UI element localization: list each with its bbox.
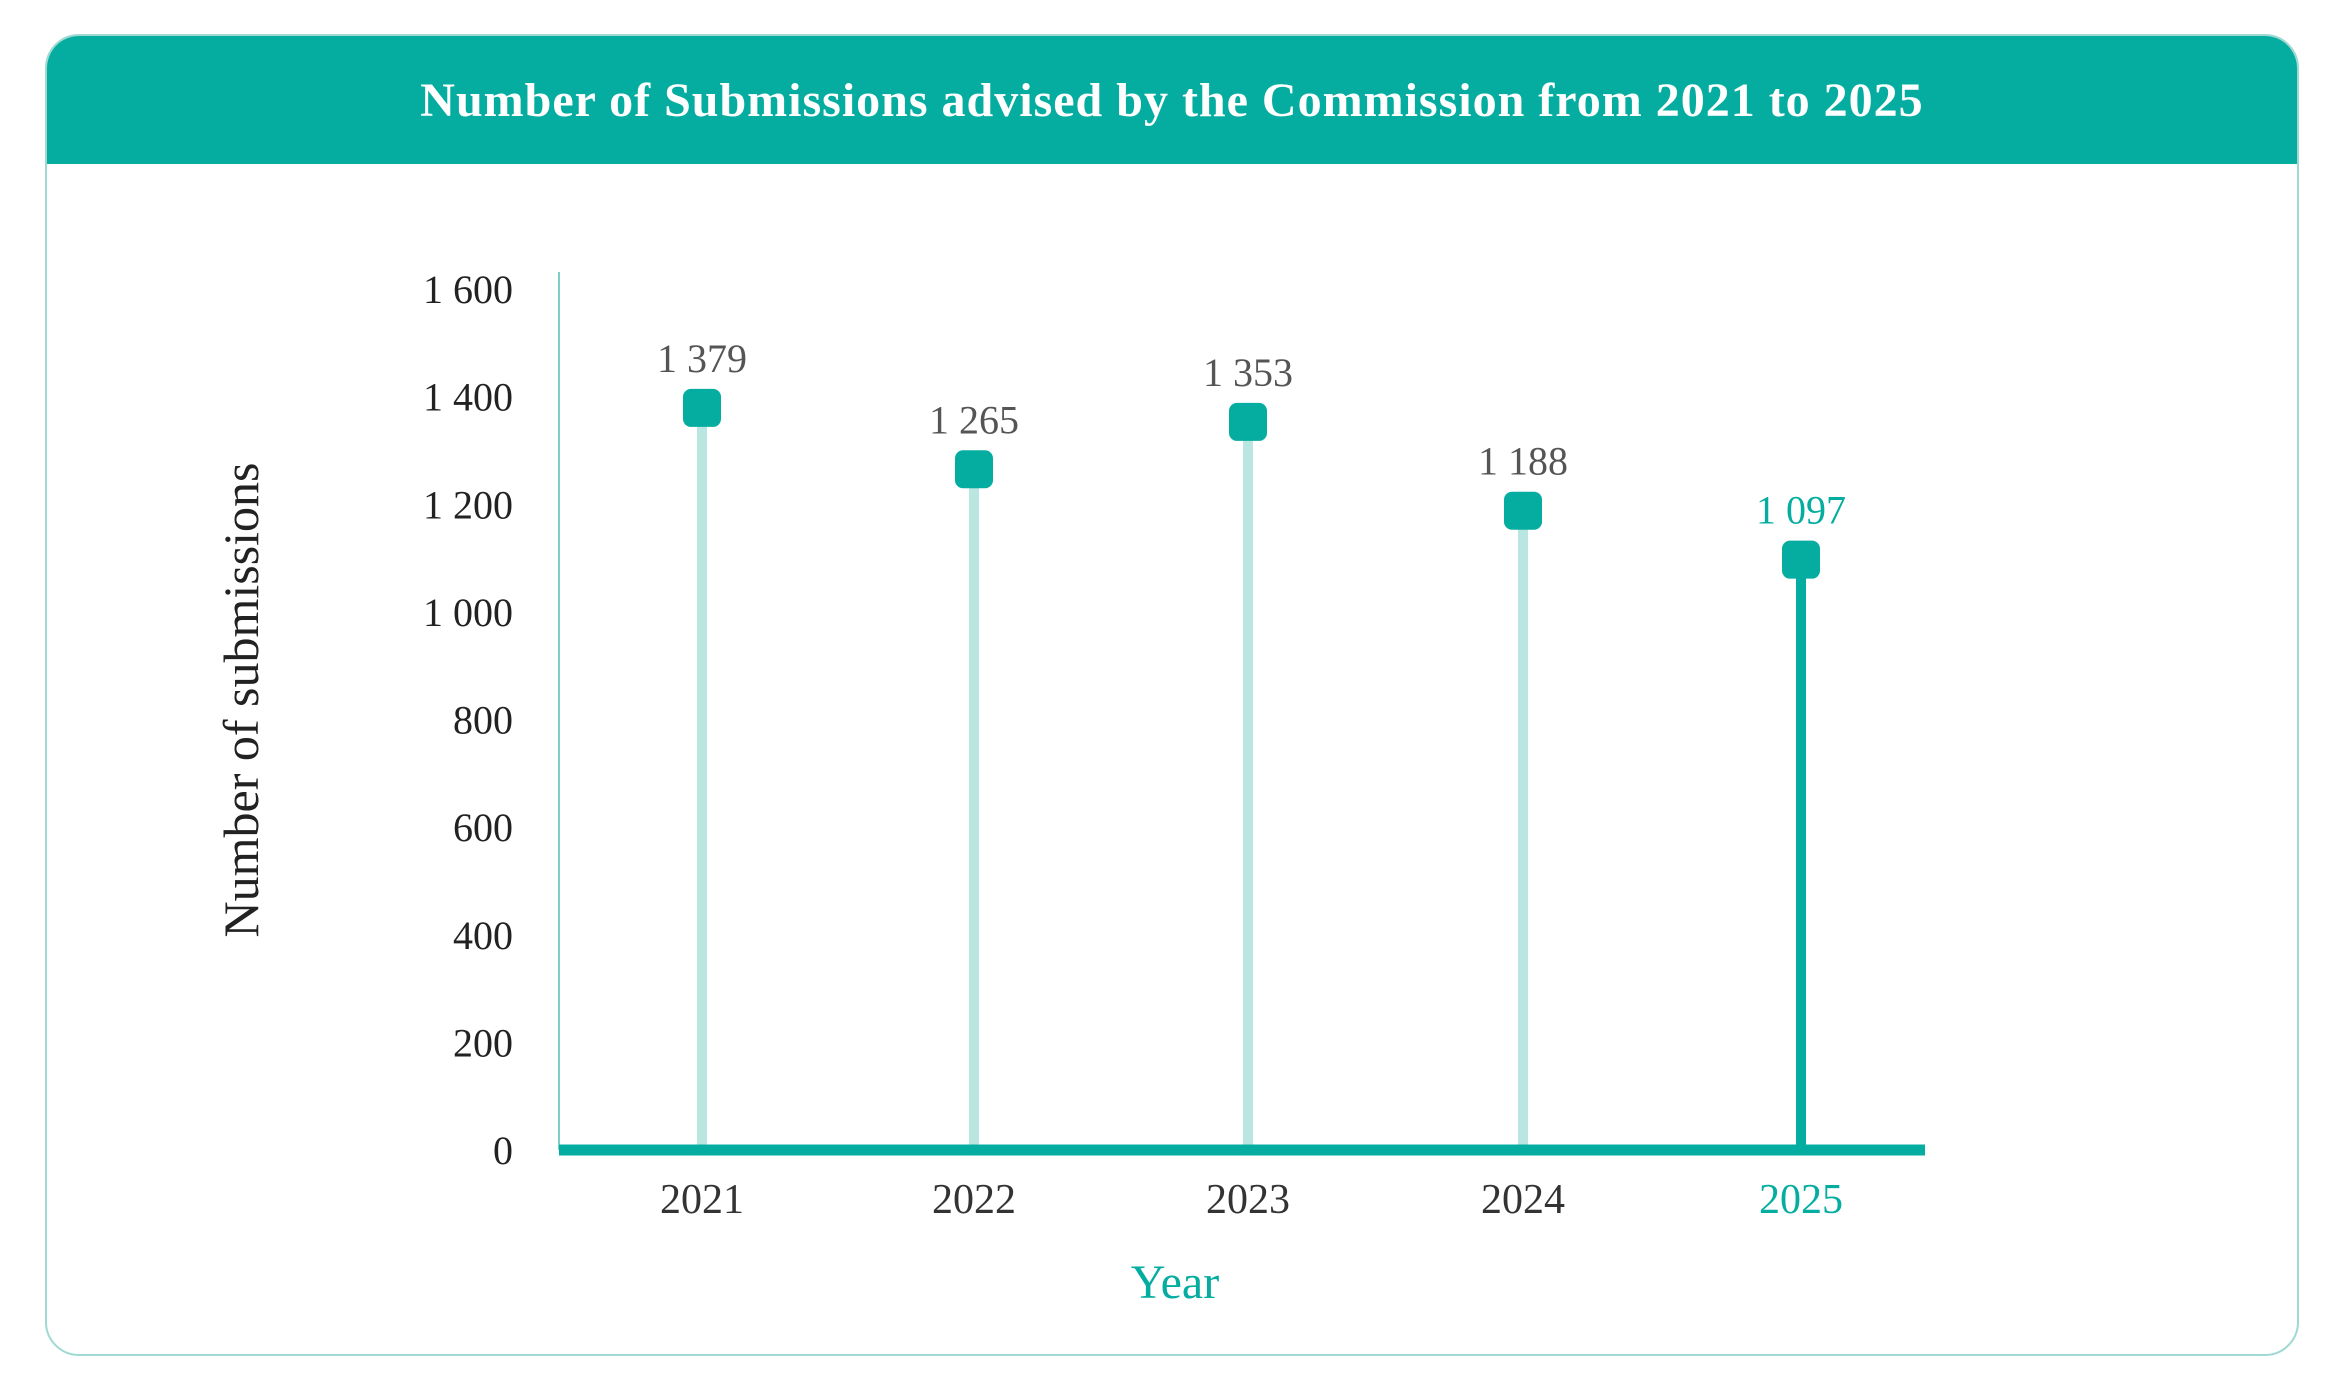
x-tick-label: 2024: [1481, 1177, 1565, 1223]
value-label: 1 353: [1203, 350, 1293, 395]
value-label: 1 097: [1756, 488, 1846, 533]
y-tick-label: 1 000: [423, 590, 513, 635]
chart-title: Number of Submissions advised by the Com…: [420, 73, 1924, 127]
y-tick-label: 800: [453, 698, 513, 743]
y-tick-label: 400: [453, 913, 513, 958]
lollipop-markers: [683, 388, 1820, 579]
y-axis-label: Number of submissions: [213, 463, 269, 938]
y-axis: 0 200 400 600 800 1 000 1 200 1 400 1 600 Number…: [213, 267, 560, 1173]
x-tick-label: 2021: [660, 1177, 744, 1223]
y-tick-label: 1 200: [423, 482, 513, 527]
y-tick-label: 1 400: [423, 375, 513, 420]
x-tick-label: 2022: [932, 1177, 1016, 1223]
y-tick-label: 200: [453, 1020, 513, 1065]
value-label: 1 265: [929, 397, 1019, 442]
chart-card: Number of Submissions advised by the Com…: [45, 34, 2299, 1356]
lollipop-marker: [1504, 491, 1542, 530]
y-tick-label: 0: [493, 1128, 513, 1173]
x-tick-label: 2025: [1759, 1177, 1843, 1223]
x-tick-label: 2023: [1206, 1177, 1290, 1223]
value-label: 1 379: [657, 336, 747, 381]
y-tick-label: 600: [453, 805, 513, 850]
lollipop-marker: [1782, 540, 1820, 579]
y-tick-label: 1 600: [423, 267, 513, 312]
lollipop-marker: [955, 450, 993, 489]
lollipop-stems: [697, 407, 1806, 1150]
value-labels: 1 379 1 265 1 353 1 188 1 097: [657, 336, 1846, 533]
lollipop-marker: [1229, 402, 1267, 441]
value-label: 1 188: [1478, 439, 1568, 484]
y-tick-labels: 0 200 400 600 800 1 000 1 200 1 400 1 600: [423, 267, 513, 1173]
lollipop-marker: [683, 388, 721, 427]
chart-header: Number of Submissions advised by the Com…: [47, 36, 2297, 164]
x-tick-labels: 2021 2022 2023 2024 2025: [660, 1177, 1843, 1223]
x-axis-label: Year: [1131, 1256, 1219, 1309]
